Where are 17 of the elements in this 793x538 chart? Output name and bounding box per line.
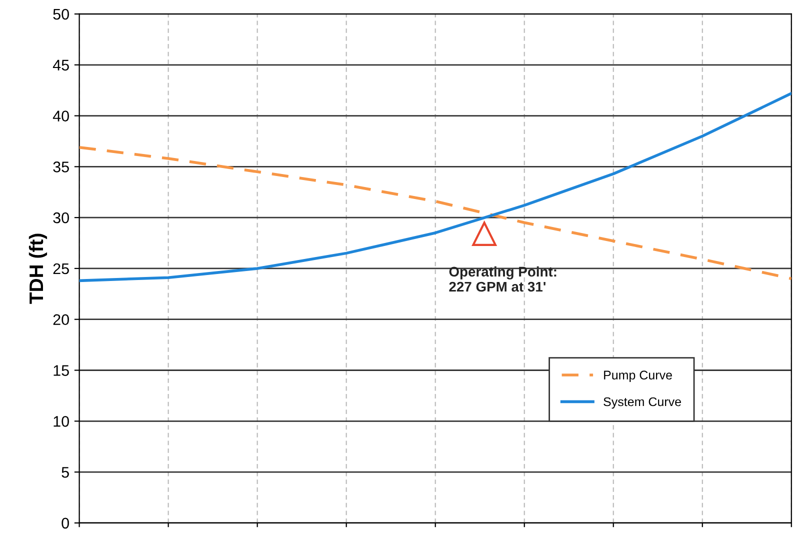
y-tick-label: 45 [52,60,69,71]
y-tick-label: 40 [52,110,69,122]
y-tick-label: 30 [53,212,69,224]
line-series [79,92,792,282]
y-tick-label: 10 [54,416,69,427]
annotation: Operating Point: 227 GPM at 31' [449,266,556,292]
y-tick-label: 50 [53,8,69,20]
y-axis-title: TDH (ft) [28,234,48,304]
y-tick-label: 0 [62,518,69,529]
y-tick-label: 5 [62,467,69,478]
legend-label: Pump Curve [604,370,672,382]
legend-label: System Curve [604,397,681,409]
y-tick-label: 15 [54,365,69,376]
y-tick-label: 35 [53,162,69,172]
line-series [79,146,792,280]
y-tick-label: 20 [53,314,69,326]
y-tick-label: 25 [53,263,69,274]
